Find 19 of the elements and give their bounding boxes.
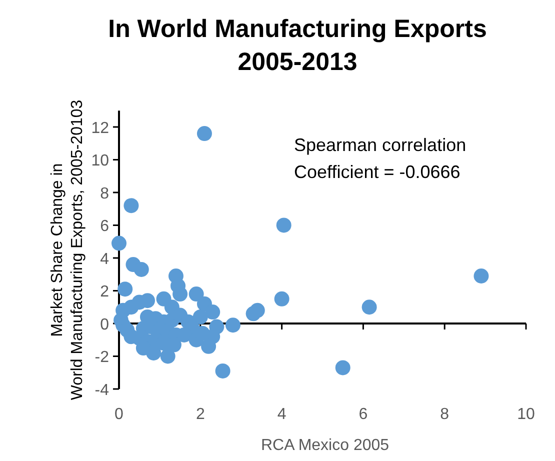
- y-tick-label: 0: [100, 316, 110, 334]
- x-tick-label: 2: [196, 406, 205, 423]
- x-tick-label: 8: [440, 406, 450, 423]
- y-tick-label: 4: [100, 250, 110, 268]
- y-tick-label: -2: [94, 349, 110, 366]
- x-axis-title: RCA Mexico 2005: [260, 437, 390, 454]
- y-tick-label: 12: [91, 120, 110, 137]
- x-tick-label: 6: [358, 406, 368, 423]
- y-axis-title: Market Share Change in World Manufacturing Exports, 2005-20103: [49, 100, 86, 400]
- y-tick-label: 10: [91, 152, 110, 170]
- chart-title: In World Manufacturing Exports 2005-2013: [108, 15, 487, 76]
- y-tick-label: 6: [100, 218, 110, 236]
- x-tick-label: 10: [517, 406, 535, 423]
- x-tick-label: 4: [277, 406, 286, 423]
- y-tick-label: -4: [94, 382, 110, 399]
- y-tick-label: 2: [100, 284, 110, 301]
- x-tick-label: 0: [114, 406, 124, 423]
- y-tick-label: 8: [100, 185, 110, 202]
- annotation: Spearman correlation Coefficient = -0.0666: [294, 135, 466, 182]
